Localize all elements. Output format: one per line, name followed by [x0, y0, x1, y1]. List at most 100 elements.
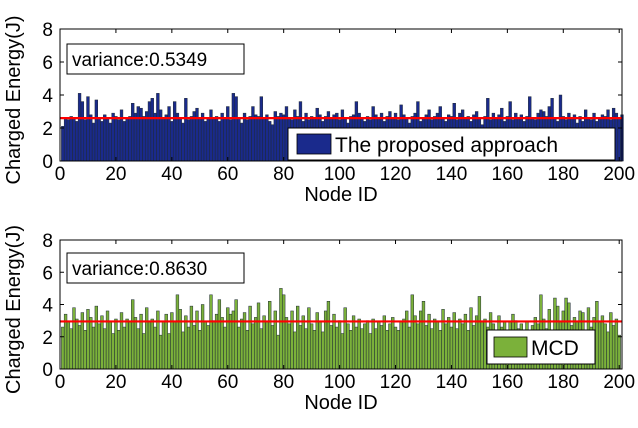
bar	[231, 93, 236, 162]
bar	[72, 117, 76, 162]
bar	[455, 328, 459, 370]
bar	[192, 325, 196, 370]
bar	[111, 112, 115, 162]
bar	[200, 112, 205, 162]
x-tick-label: 0	[55, 164, 66, 185]
bar	[449, 326, 454, 370]
bar	[312, 330, 317, 370]
bar	[343, 307, 347, 370]
y-tick-label: 2	[42, 328, 53, 349]
x-tick-label: 20	[105, 164, 126, 185]
bar	[105, 310, 110, 370]
y-tick-label: 4	[42, 86, 53, 107]
y-tick-label: 6	[42, 263, 53, 284]
bar	[349, 330, 353, 370]
bar	[103, 114, 107, 162]
y-tick-label: 8	[42, 231, 53, 252]
bar	[351, 315, 356, 370]
bar	[405, 310, 409, 370]
bar	[80, 101, 85, 162]
bar	[122, 326, 126, 370]
bar	[91, 326, 96, 370]
bar	[391, 317, 395, 370]
bar	[94, 305, 98, 370]
bar	[424, 325, 428, 370]
bar	[69, 116, 73, 162]
bar	[254, 114, 258, 162]
bar	[200, 304, 205, 370]
bar	[374, 328, 378, 370]
bar	[86, 96, 90, 162]
bar	[340, 333, 345, 370]
x-tick-label: 160	[492, 372, 524, 393]
bar	[402, 318, 406, 370]
bar	[77, 93, 82, 162]
bar	[167, 106, 171, 162]
bar	[209, 294, 213, 370]
bar	[265, 321, 269, 370]
bar	[234, 96, 238, 162]
bar	[198, 117, 202, 162]
bar	[97, 323, 101, 370]
bar	[611, 325, 616, 370]
x-tick-label: 80	[273, 164, 294, 185]
x-tick-label: 100	[324, 164, 356, 185]
bar	[614, 318, 619, 370]
annotation-box	[66, 43, 245, 75]
bar	[237, 326, 241, 370]
x-tick-label: 100	[324, 372, 356, 393]
bar	[245, 330, 249, 370]
bar	[483, 318, 487, 370]
x-tick-label: 140	[436, 164, 468, 185]
bar	[228, 119, 233, 162]
bar	[270, 325, 275, 370]
bar	[108, 122, 112, 162]
bar	[231, 310, 236, 370]
bar	[125, 318, 129, 370]
x-axis-label: Node ID	[304, 184, 377, 206]
bar	[301, 315, 305, 370]
variance-annotation: variance:0.8630	[72, 259, 207, 280]
bar	[304, 328, 308, 370]
bar	[91, 122, 96, 162]
bar	[597, 321, 602, 370]
bar	[354, 326, 359, 370]
bar	[69, 328, 73, 370]
bar	[195, 310, 199, 370]
bar	[256, 116, 261, 162]
bar	[466, 330, 470, 370]
bar	[365, 320, 370, 370]
bar	[262, 117, 266, 162]
bar	[156, 93, 160, 162]
bar	[296, 305, 300, 370]
y-axis-label: Charged Energy(J)	[3, 16, 25, 185]
bar	[89, 317, 93, 370]
bar	[416, 323, 420, 370]
bar	[212, 320, 216, 370]
bar	[245, 119, 249, 162]
bar	[105, 117, 110, 162]
bar	[170, 121, 174, 162]
y-tick-label: 6	[42, 53, 53, 74]
bar	[83, 119, 87, 162]
bar	[237, 117, 241, 162]
bar	[474, 315, 479, 370]
y-axis-label: Charged Energy(J)	[3, 225, 25, 394]
x-tick-label: 160	[492, 164, 524, 185]
bar	[444, 323, 448, 370]
bar	[111, 333, 115, 370]
bar	[220, 317, 224, 370]
bar	[290, 310, 294, 370]
bar	[600, 315, 605, 370]
bar	[234, 299, 238, 370]
bar	[61, 326, 65, 370]
bar	[259, 328, 263, 370]
bar	[125, 117, 129, 162]
legend-box	[287, 127, 616, 161]
bar	[282, 114, 286, 162]
bar	[346, 323, 350, 370]
bar	[270, 124, 275, 162]
bar	[63, 117, 68, 162]
bar	[363, 323, 367, 370]
